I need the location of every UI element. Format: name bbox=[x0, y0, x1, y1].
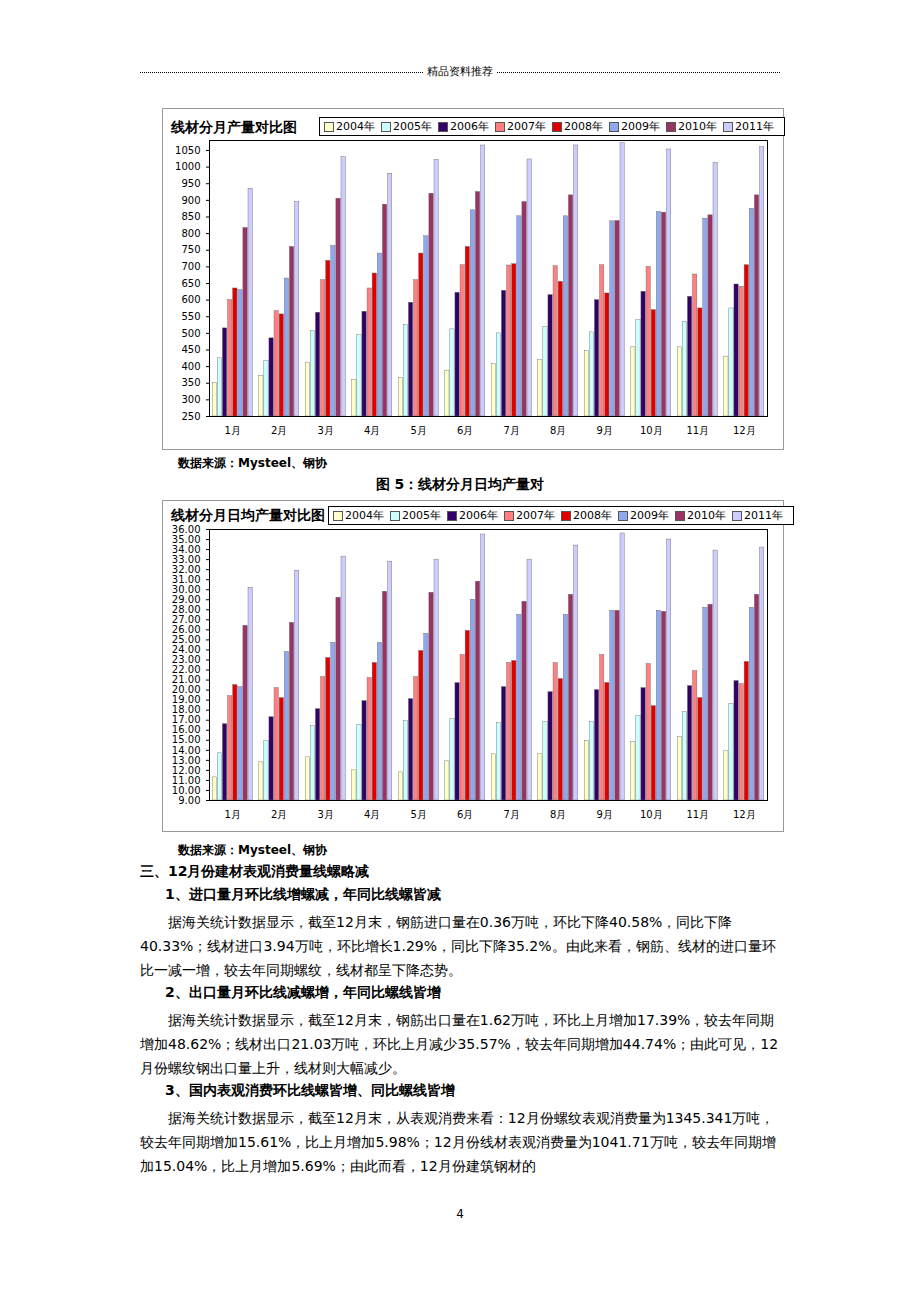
svg-text:10月: 10月 bbox=[640, 425, 663, 436]
svg-text:2月: 2月 bbox=[271, 425, 287, 436]
svg-text:15.00: 15.00 bbox=[172, 734, 201, 745]
html-text:线材分月产量对比图: 线材分月产量对比图 bbox=[171, 119, 297, 135]
html-text:2005年: 2005年 bbox=[393, 120, 432, 133]
svg-text:6月: 6月 bbox=[457, 425, 473, 436]
html-text:线材分月日均产量对比图: 线材分月日均产量对比图 bbox=[171, 507, 325, 523]
svg-text:5月: 5月 bbox=[411, 425, 427, 436]
svg-text:650: 650 bbox=[181, 278, 200, 289]
svg-text:1月: 1月 bbox=[225, 425, 241, 436]
html-text:图 5：线材分月日均产量对: 图 5：线材分月日均产量对 bbox=[375, 476, 545, 492]
svg-text:11月: 11月 bbox=[686, 809, 709, 820]
svg-text:550: 550 bbox=[181, 311, 200, 322]
svg-text:300: 300 bbox=[181, 394, 200, 405]
html-text:2011年: 2011年 bbox=[744, 509, 783, 522]
svg-text:14.00: 14.00 bbox=[172, 745, 201, 756]
svg-text:12.00: 12.00 bbox=[172, 765, 201, 776]
svg-text:400: 400 bbox=[181, 361, 200, 372]
svg-text:11月: 11月 bbox=[686, 425, 709, 436]
html-text:精品资料推荐: 精品资料推荐 bbox=[427, 65, 493, 78]
svg-text:36.00: 36.00 bbox=[172, 524, 201, 535]
html-text:2009年: 2009年 bbox=[621, 120, 660, 133]
svg-text:18.00: 18.00 bbox=[172, 704, 201, 715]
html-text:2008年: 2008年 bbox=[564, 120, 603, 133]
html-text:1、进口量月环比线增螺减，年同比线螺皆减: 1、进口量月环比线增螺减，年同比线螺皆减 bbox=[165, 886, 441, 902]
svg-text:9.00: 9.00 bbox=[178, 795, 200, 806]
svg-text:27.00: 27.00 bbox=[172, 614, 201, 625]
svg-text:350: 350 bbox=[181, 377, 200, 388]
svg-text:29.00: 29.00 bbox=[172, 594, 201, 605]
svg-text:25.00: 25.00 bbox=[172, 634, 201, 645]
html-text:2006年: 2006年 bbox=[450, 120, 489, 133]
svg-text:750: 750 bbox=[181, 244, 200, 255]
svg-text:850: 850 bbox=[181, 211, 200, 222]
svg-text:8月: 8月 bbox=[550, 809, 566, 820]
svg-text:9月: 9月 bbox=[597, 425, 613, 436]
html-text:2006年: 2006年 bbox=[459, 509, 498, 522]
svg-text:17.00: 17.00 bbox=[172, 714, 201, 725]
svg-text:20.00: 20.00 bbox=[172, 684, 201, 695]
svg-text:19.00: 19.00 bbox=[172, 694, 201, 705]
svg-text:3月: 3月 bbox=[318, 809, 334, 820]
svg-text:700: 700 bbox=[181, 261, 200, 272]
svg-text:250: 250 bbox=[181, 411, 200, 422]
svg-text:21.00: 21.00 bbox=[172, 674, 201, 685]
svg-text:11.00: 11.00 bbox=[172, 775, 201, 786]
svg-text:26.00: 26.00 bbox=[172, 624, 201, 635]
svg-text:5月: 5月 bbox=[411, 809, 427, 820]
html-text:据海关统计数据显示，截至12月末，钢筋出口量在1.62万吨，: 据海关统计数据显示，截至12月末，钢筋出口量在1.62万吨，环比上月增加17.3… bbox=[140, 1012, 778, 1076]
svg-text:34.00: 34.00 bbox=[172, 544, 201, 555]
svg-text:4月: 4月 bbox=[364, 809, 380, 820]
svg-text:900: 900 bbox=[181, 195, 200, 206]
svg-text:33.00: 33.00 bbox=[172, 554, 201, 565]
html-text:数据来源：Mysteel、钢协: 数据来源：Mysteel、钢协 bbox=[178, 456, 327, 470]
svg-text:7月: 7月 bbox=[504, 425, 520, 436]
svg-text:4月: 4月 bbox=[364, 425, 380, 436]
svg-text:9月: 9月 bbox=[597, 809, 613, 820]
html-text:2005年: 2005年 bbox=[402, 509, 441, 522]
html-text:2、出口量月环比线减螺增，年同比螺线皆增: 2、出口量月环比线减螺增，年同比螺线皆增 bbox=[165, 984, 441, 1000]
svg-text:22.00: 22.00 bbox=[172, 664, 201, 675]
html-text:2010年: 2010年 bbox=[678, 120, 717, 133]
html-text:4: 4 bbox=[456, 1207, 464, 1221]
svg-text:31.00: 31.00 bbox=[172, 574, 201, 585]
svg-text:1000: 1000 bbox=[175, 161, 200, 172]
svg-text:450: 450 bbox=[181, 344, 200, 355]
html-text:2004年: 2004年 bbox=[336, 120, 375, 133]
svg-text:6月: 6月 bbox=[457, 809, 473, 820]
html-text:3、国内表观消费环比线螺皆增、同比螺线皆增: 3、国内表观消费环比线螺皆增、同比螺线皆增 bbox=[165, 1082, 455, 1098]
html-text:2009年: 2009年 bbox=[630, 509, 669, 522]
html-text:2004年: 2004年 bbox=[345, 509, 384, 522]
svg-text:500: 500 bbox=[181, 328, 200, 339]
svg-text:1050: 1050 bbox=[175, 145, 200, 156]
svg-text:12月: 12月 bbox=[733, 809, 756, 820]
svg-text:3月: 3月 bbox=[318, 425, 334, 436]
html-text:2007年: 2007年 bbox=[516, 509, 555, 522]
svg-text:30.00: 30.00 bbox=[172, 584, 201, 595]
svg-text:2月: 2月 bbox=[271, 809, 287, 820]
svg-text:13.00: 13.00 bbox=[172, 755, 201, 766]
html-text:数据来源：Mysteel、钢协: 数据来源：Mysteel、钢协 bbox=[178, 843, 327, 857]
html-text:2008年: 2008年 bbox=[573, 509, 612, 522]
svg-text:8月: 8月 bbox=[550, 425, 566, 436]
svg-text:950: 950 bbox=[181, 178, 200, 189]
html-text:据海关统计数据显示，截至12月末，钢筋进口量在0.36万吨，: 据海关统计数据显示，截至12月末，钢筋进口量在0.36万吨，环比下降40.58%… bbox=[140, 914, 776, 978]
svg-text:23.00: 23.00 bbox=[172, 654, 201, 665]
svg-text:10.00: 10.00 bbox=[172, 785, 201, 796]
svg-text:800: 800 bbox=[181, 228, 200, 239]
svg-text:12月: 12月 bbox=[733, 425, 756, 436]
svg-text:7月: 7月 bbox=[504, 809, 520, 820]
html-text:2011年: 2011年 bbox=[735, 120, 774, 133]
svg-text:35.00: 35.00 bbox=[172, 534, 201, 545]
svg-text:32.00: 32.00 bbox=[172, 564, 201, 575]
svg-text:600: 600 bbox=[181, 294, 200, 305]
html-text:据海关统计数据显示，截至12月末，从表观消费来看：12月份螺: 据海关统计数据显示，截至12月末，从表观消费来看：12月份螺纹表观消费量为134… bbox=[140, 1110, 776, 1174]
svg-text:28.00: 28.00 bbox=[172, 604, 201, 615]
svg-text:24.00: 24.00 bbox=[172, 644, 201, 655]
html-text:三、12月份建材表观消费量线螺略减: 三、12月份建材表观消费量线螺略减 bbox=[140, 863, 370, 879]
svg-text:10月: 10月 bbox=[640, 809, 663, 820]
html-text:2010年: 2010年 bbox=[687, 509, 726, 522]
svg-text:1月: 1月 bbox=[225, 809, 241, 820]
svg-text:16.00: 16.00 bbox=[172, 724, 201, 735]
html-text:2007年: 2007年 bbox=[507, 120, 546, 133]
